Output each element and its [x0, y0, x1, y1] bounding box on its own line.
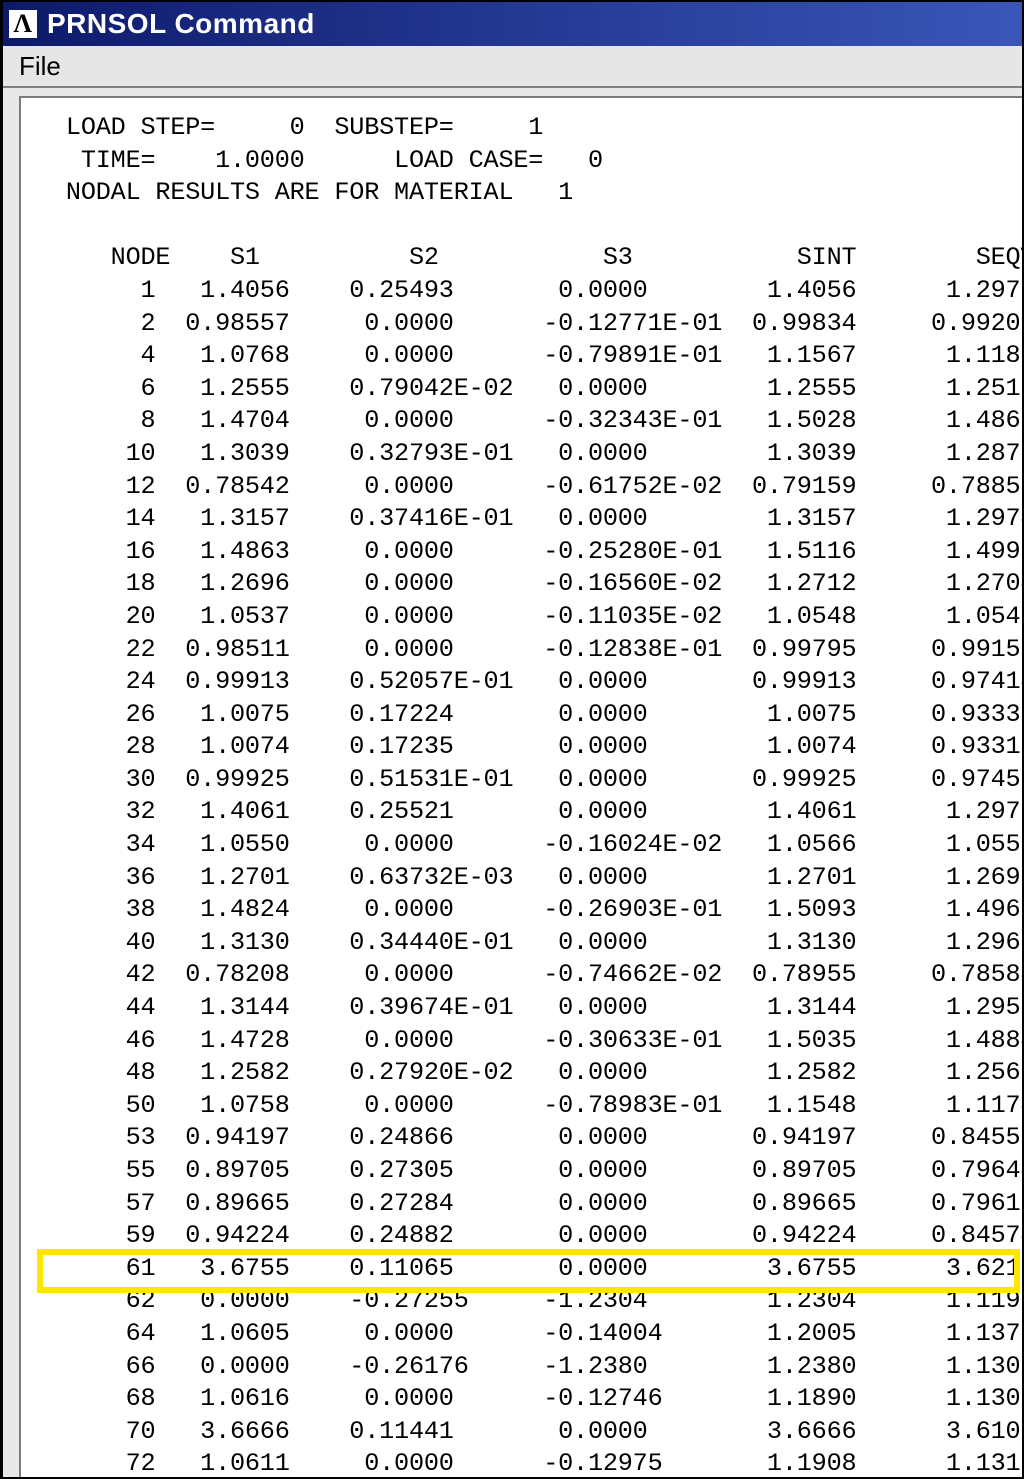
data-row: 36 1.2701 0.63732E-03 0.0000 1.2701 1.26…	[27, 862, 1016, 895]
data-row: 18 1.2696 0.0000 -0.16560E-02 1.2712 1.2…	[27, 568, 1016, 601]
data-row: 59 0.94224 0.24882 0.0000 0.94224 0.8457…	[27, 1220, 1016, 1253]
data-row: 10 1.3039 0.32793E-01 0.0000 1.3039 1.28…	[27, 438, 1016, 471]
header-line: NODE S1 S2 S3 SINT SEQV	[27, 242, 1016, 275]
data-row: 44 1.3144 0.39674E-01 0.0000 1.3144 1.29…	[27, 992, 1016, 1025]
data-row: 62 0.0000 -0.27255 -1.2304 1.2304 1.1193	[27, 1285, 1016, 1318]
data-row: 2 0.98557 0.0000 -0.12771E-01 0.99834 0.…	[27, 308, 1016, 341]
data-row: 24 0.99913 0.52057E-01 0.0000 0.99913 0.…	[27, 666, 1016, 699]
data-row: 38 1.4824 0.0000 -0.26903E-01 1.5093 1.4…	[27, 894, 1016, 927]
data-row: 22 0.98511 0.0000 -0.12838E-01 0.99795 0…	[27, 634, 1016, 667]
header-line: TIME= 1.0000 LOAD CASE= 0	[27, 145, 1016, 178]
data-row: 34 1.0550 0.0000 -0.16024E-02 1.0566 1.0…	[27, 829, 1016, 862]
data-row: 61 3.6755 0.11065 0.0000 3.6755 3.6215	[27, 1253, 1016, 1286]
data-row: 28 1.0074 0.17235 0.0000 1.0074 0.93319	[27, 731, 1016, 764]
app-icon: Λ	[9, 10, 37, 38]
menubar: File	[3, 46, 1022, 88]
data-row: 53 0.94197 0.24866 0.0000 0.94197 0.8455…	[27, 1122, 1016, 1155]
data-row: 68 1.0616 0.0000 -0.12746 1.1890 1.1307	[27, 1383, 1016, 1416]
data-row: 4 1.0768 0.0000 -0.79891E-01 1.1567 1.11…	[27, 340, 1016, 373]
window-title: PRNSOL Command	[47, 8, 315, 40]
data-row: 1 1.4056 0.25493 0.0000 1.4056 1.2971	[27, 275, 1016, 308]
data-row: 55 0.89705 0.27305 0.0000 0.89705 0.7964…	[27, 1155, 1016, 1188]
data-row: 57 0.89665 0.27284 0.0000 0.89665 0.7961…	[27, 1188, 1016, 1221]
data-row: 16 1.4863 0.0000 -0.25280E-01 1.5116 1.4…	[27, 536, 1016, 569]
data-row: 40 1.3130 0.34440E-01 0.0000 1.3130 1.29…	[27, 927, 1016, 960]
header-line	[27, 210, 1016, 243]
data-row: 46 1.4728 0.0000 -0.30633E-01 1.5035 1.4…	[27, 1025, 1016, 1058]
data-row: 42 0.78208 0.0000 -0.74662E-02 0.78955 0…	[27, 959, 1016, 992]
data-row: 70 3.6666 0.11441 0.0000 3.6666 3.6107	[27, 1416, 1016, 1449]
data-row: 20 1.0537 0.0000 -0.11035E-02 1.0548 1.0…	[27, 601, 1016, 634]
data-row: 32 1.4061 0.25521 0.0000 1.4061 1.2975	[27, 796, 1016, 829]
header-line: LOAD STEP= 0 SUBSTEP= 1	[27, 112, 1016, 145]
data-row: 66 0.0000 -0.26176 -1.2380 1.2380 1.1301	[27, 1351, 1016, 1384]
data-row: 50 1.0758 0.0000 -0.78983E-01 1.1548 1.1…	[27, 1090, 1016, 1123]
data-row: 26 1.0075 0.17224 0.0000 1.0075 0.93338	[27, 699, 1016, 732]
listing-text: LOAD STEP= 0 SUBSTEP= 1 TIME= 1.0000 LOA…	[27, 112, 1016, 1477]
output-pane[interactable]: LOAD STEP= 0 SUBSTEP= 1 TIME= 1.0000 LOA…	[19, 96, 1022, 1477]
data-row: 72 1.0611 0.0000 -0.12975 1.1908 1.1316	[27, 1448, 1016, 1477]
data-row: 48 1.2582 0.27920E-02 0.0000 1.2582 1.25…	[27, 1057, 1016, 1090]
data-row: 12 0.78542 0.0000 -0.61752E-02 0.79159 0…	[27, 471, 1016, 504]
menu-file[interactable]: File	[13, 49, 67, 84]
data-row: 30 0.99925 0.51531E-01 0.0000 0.99925 0.…	[27, 764, 1016, 797]
window: Λ PRNSOL Command File LOAD STEP= 0 SUBST…	[0, 0, 1024, 1479]
data-row: 6 1.2555 0.79042E-02 0.0000 1.2555 1.251…	[27, 373, 1016, 406]
data-row: 14 1.3157 0.37416E-01 0.0000 1.3157 1.29…	[27, 503, 1016, 536]
header-line: NODAL RESULTS ARE FOR MATERIAL 1	[27, 177, 1016, 210]
data-row: 64 1.0605 0.0000 -0.14004 1.2005 1.1370	[27, 1318, 1016, 1351]
titlebar[interactable]: Λ PRNSOL Command	[3, 2, 1022, 46]
data-row: 8 1.4704 0.0000 -0.32343E-01 1.5028 1.48…	[27, 405, 1016, 438]
